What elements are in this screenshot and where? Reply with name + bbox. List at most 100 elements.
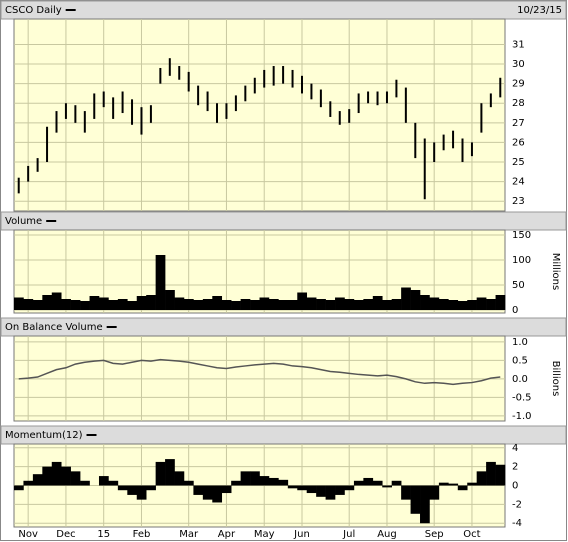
bar bbox=[155, 461, 166, 486]
x-tick-label: Feb bbox=[133, 529, 151, 540]
bar bbox=[372, 296, 383, 310]
bar bbox=[457, 301, 468, 310]
bar bbox=[438, 299, 449, 310]
bar bbox=[136, 485, 147, 500]
bar bbox=[438, 482, 449, 486]
bar bbox=[231, 301, 241, 310]
panel-title: On Balance Volume bbox=[5, 322, 103, 333]
x-tick-label: Dec bbox=[56, 529, 75, 540]
bar bbox=[221, 485, 232, 494]
bar bbox=[391, 480, 402, 486]
bar bbox=[14, 297, 24, 310]
bar bbox=[70, 300, 81, 310]
bar bbox=[259, 297, 270, 310]
y-tick-label: 150 bbox=[512, 230, 531, 241]
y-tick-label: 2 bbox=[512, 462, 518, 473]
bar bbox=[23, 480, 34, 486]
bar bbox=[221, 300, 232, 310]
bar bbox=[98, 476, 109, 486]
bar bbox=[401, 287, 411, 310]
y-tick-label: 24 bbox=[512, 177, 525, 188]
bar bbox=[287, 485, 298, 489]
y-tick-label: 0 bbox=[512, 305, 518, 316]
x-tick-label: Nov bbox=[18, 529, 38, 540]
y-tick-label: 31 bbox=[512, 39, 525, 50]
bar bbox=[61, 466, 71, 486]
y-tick-label: 29 bbox=[512, 79, 525, 90]
bar bbox=[335, 297, 345, 310]
bar bbox=[250, 471, 260, 486]
bar bbox=[420, 485, 430, 524]
bar bbox=[335, 485, 345, 495]
y-tick-label: 26 bbox=[512, 137, 525, 148]
x-tick-label: Sep bbox=[425, 529, 444, 540]
bar bbox=[325, 300, 336, 310]
panel-title: Momentum(12) bbox=[5, 430, 83, 441]
bar bbox=[183, 480, 194, 486]
y-axis-label: Millions bbox=[550, 253, 561, 290]
bar bbox=[89, 296, 100, 310]
bar bbox=[353, 480, 364, 486]
y-axis-label: Billions bbox=[550, 361, 561, 397]
x-tick-label: Oct bbox=[463, 529, 480, 540]
x-tick-label: May bbox=[254, 529, 275, 540]
bar bbox=[486, 461, 496, 486]
bar bbox=[193, 485, 204, 495]
bar bbox=[353, 300, 364, 310]
bar bbox=[372, 480, 383, 486]
bar bbox=[108, 300, 119, 310]
x-tick-label: 15 bbox=[97, 529, 110, 540]
y-tick-label: 0.0 bbox=[512, 374, 528, 385]
x-tick-label: Mar bbox=[179, 529, 199, 540]
bar bbox=[429, 297, 440, 310]
bar bbox=[486, 299, 496, 310]
y-tick-label: 100 bbox=[512, 255, 531, 266]
y-tick-label: 4 bbox=[512, 443, 518, 454]
bar bbox=[23, 299, 34, 310]
bar bbox=[174, 297, 185, 310]
bar bbox=[476, 297, 487, 310]
date-label: 10/23/15 bbox=[517, 5, 562, 16]
bar bbox=[14, 485, 24, 491]
x-tick-label: Apr bbox=[218, 529, 236, 540]
bar bbox=[363, 477, 374, 486]
bar bbox=[268, 299, 279, 310]
bar bbox=[155, 255, 166, 310]
bar bbox=[363, 299, 374, 310]
bar bbox=[401, 485, 411, 500]
bar bbox=[117, 485, 128, 491]
bar bbox=[240, 471, 251, 486]
bar bbox=[391, 299, 402, 310]
bar bbox=[325, 485, 336, 500]
bar bbox=[467, 300, 477, 310]
y-tick-label: 28 bbox=[512, 98, 525, 109]
bar bbox=[495, 464, 506, 486]
bar bbox=[457, 485, 468, 491]
x-tick-label: Jun bbox=[293, 529, 310, 540]
bar bbox=[146, 295, 156, 310]
bar bbox=[316, 485, 326, 497]
bar bbox=[306, 485, 317, 494]
bar bbox=[297, 292, 308, 310]
bar bbox=[410, 290, 421, 310]
bar bbox=[80, 301, 90, 310]
bar bbox=[136, 296, 147, 310]
bar bbox=[231, 480, 241, 486]
plot-area bbox=[13, 18, 506, 212]
bar bbox=[420, 295, 430, 310]
bar bbox=[202, 485, 213, 500]
bar bbox=[297, 485, 308, 491]
y-tick-label: 0 bbox=[512, 481, 518, 492]
bar bbox=[259, 476, 270, 486]
y-tick-label: -0.5 bbox=[512, 392, 532, 403]
bar bbox=[117, 299, 128, 310]
bar bbox=[467, 482, 477, 486]
y-tick-label: 1.0 bbox=[512, 337, 528, 348]
bar bbox=[495, 295, 506, 310]
y-tick-label: 30 bbox=[512, 59, 525, 70]
bar bbox=[278, 300, 289, 310]
bar bbox=[476, 471, 487, 486]
bar bbox=[410, 485, 421, 514]
bar bbox=[448, 483, 459, 486]
